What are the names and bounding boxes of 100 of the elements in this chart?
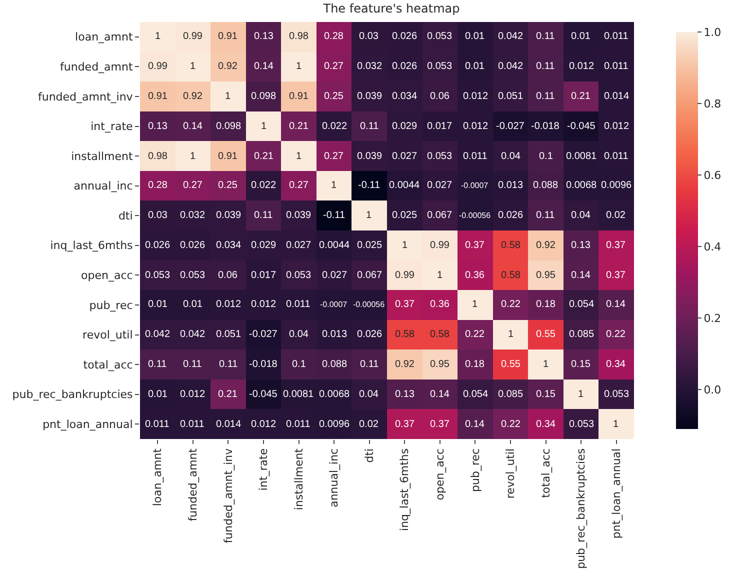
data-label: 0.1 [292,359,306,370]
data-label: 0.022 [251,180,276,191]
data-label: 0.21 [254,151,274,162]
data-label: 0.11 [183,359,202,370]
data-label: 0.36 [430,299,450,310]
data-label: -0.00056 [459,211,492,220]
data-label: 0.0044 [389,180,420,191]
data-label: 1 [296,151,302,162]
data-label: 0.029 [392,121,418,132]
data-label: 0.053 [427,31,452,42]
data-label: 0.088 [533,180,558,191]
data-label: 0.91 [289,91,309,102]
data-label: 0.012 [604,121,630,132]
data-label: 0.0096 [601,180,632,191]
data-label: 0.14 [571,270,591,281]
color-bar-label: 0.0 [704,384,722,397]
data-label: 0.032 [180,210,206,221]
data-label: 0.14 [430,389,450,400]
data-label: -0.018 [531,121,560,132]
data-label: 1 [508,329,514,340]
data-label: 0.11 [219,359,238,370]
y-tick-label: annual_inc [74,180,133,193]
data-label: 0.012 [180,389,206,400]
data-label: -0.027 [249,329,278,340]
data-label: 0.0044 [319,240,350,251]
data-label: 0.37 [395,419,415,430]
data-label: 0.02 [359,419,379,430]
data-label: 0.012 [569,61,594,72]
data-label: 0.085 [498,389,524,400]
data-label: 0.012 [216,299,242,310]
data-label: 0.55 [501,359,521,370]
data-label: 0.13 [571,240,591,251]
data-label: 0.039 [286,210,312,221]
data-label: 0.27 [289,180,309,191]
data-label: 1 [437,270,443,281]
y-tick-label: dti [118,209,133,222]
data-label: 0.25 [324,91,344,102]
x-tick-label: pub_rec_bankruptcies [574,448,588,569]
data-label: 0.01 [148,299,168,310]
data-label: 0.18 [536,299,556,310]
data-label: 0.0081 [566,151,598,162]
data-label: 0.053 [427,61,452,72]
x-tick-label: pub_rec [468,448,482,492]
data-label: 0.01 [571,31,591,42]
data-label: 0.11 [360,121,380,132]
y-tick-label: total_acc [83,358,133,372]
data-label: 0.0068 [319,389,350,400]
data-label: -0.027 [496,121,525,132]
y-tick-label: installment [71,150,134,163]
data-label: -0.00056 [353,300,386,309]
data-label: 0.22 [606,329,626,340]
data-label: 0.14 [254,61,274,72]
color-bar-label: 0.8 [704,97,722,110]
data-label: 1 [472,299,478,310]
data-label: 0.013 [498,180,524,191]
x-tick-label: funded_amnt [186,448,200,522]
data-label: 0.36 [465,270,485,281]
data-label: -0.0007 [461,181,489,190]
data-label: 0.04 [359,389,379,400]
data-label: 0.99 [148,61,168,72]
data-label: 0.91 [218,151,238,162]
data-label: 0.012 [251,299,276,310]
data-label: 0.042 [145,329,170,340]
data-label: 0.027 [286,240,312,251]
data-label: 0.04 [501,151,521,162]
data-label: 0.98 [289,31,309,42]
data-label: 0.04 [571,210,591,221]
data-label: 0.11 [254,210,274,221]
data-label: 0.13 [254,31,274,42]
data-label: 0.039 [216,210,242,221]
data-label: 1 [190,151,196,162]
data-label: -0.045 [567,121,596,132]
data-label: 0.013 [322,329,348,340]
data-label: -0.018 [249,359,278,370]
data-label: 0.58 [501,240,521,251]
data-label: 0.014 [604,91,630,102]
data-label: 0.027 [322,270,348,281]
data-label: 0.99 [395,270,415,281]
data-label: 0.017 [251,270,276,281]
data-label: 0.11 [536,91,556,102]
data-label: 0.18 [465,359,485,370]
data-label: 0.37 [430,419,450,430]
data-label: 0.58 [430,329,450,340]
data-label: 0.026 [180,240,206,251]
data-label: 0.37 [465,240,485,251]
data-label: 0.051 [498,91,524,102]
data-label: 0.098 [216,121,242,132]
data-label: 0.92 [183,91,203,102]
data-label: 0.088 [322,359,348,370]
y-tick-label: funded_amnt_inv [38,90,134,104]
data-label: 0.27 [324,151,344,162]
x-tick-label: funded_amnt_inv [222,448,235,544]
data-label: 0.37 [606,240,626,251]
y-tick-label: pub_rec [89,298,133,312]
data-label: 0.21 [571,91,591,102]
x-tick-label: dti [362,448,376,463]
y-tick-label: funded_amnt [60,60,134,74]
y-tick-label: loan_amnt [75,30,134,44]
x-tick-label: total_acc [539,448,552,498]
data-label: -0.0007 [320,300,348,309]
